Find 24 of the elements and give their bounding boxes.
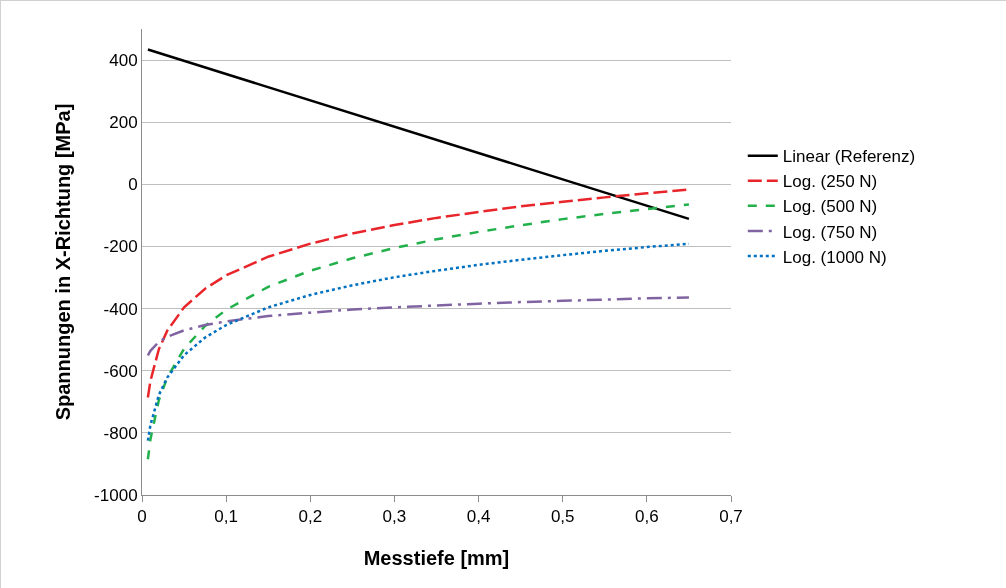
y-tick-label: 0	[128, 175, 138, 195]
x-tick-label: 0,5	[550, 507, 575, 527]
y-tick-label: -600	[103, 361, 138, 381]
x-tick-label: 0,4	[466, 507, 491, 527]
legend-label: Linear (Referenz)	[782, 147, 916, 167]
x-axis-title: Messtiefe [mm]	[363, 546, 510, 569]
x-tick-label: 0,1	[214, 507, 238, 527]
legend-label: Log. (1000 N)	[782, 247, 887, 267]
y-tick-label: 200	[109, 113, 138, 133]
line-series	[146, 296, 691, 357]
x-tick-label: 0,7	[719, 507, 743, 527]
y-tick-label: -800	[103, 423, 138, 443]
x-tick-label: 0,2	[298, 507, 323, 527]
line-series	[146, 203, 691, 461]
legend-label: Log. (500 N)	[782, 197, 878, 217]
y-tick-label: 400	[109, 51, 138, 71]
y-tick-label: -200	[103, 237, 138, 257]
x-tick-label: 0,3	[382, 507, 407, 527]
legend-label: Log. (750 N)	[782, 222, 878, 242]
y-tick-label: -1000	[94, 485, 138, 505]
y-tick-label: -400	[103, 299, 138, 319]
x-tick-label: 0,6	[635, 507, 659, 527]
legend-label: Log. (250 N)	[782, 172, 878, 192]
y-axis-title: Spannungen in X-Richtung [MPa]	[51, 103, 74, 421]
